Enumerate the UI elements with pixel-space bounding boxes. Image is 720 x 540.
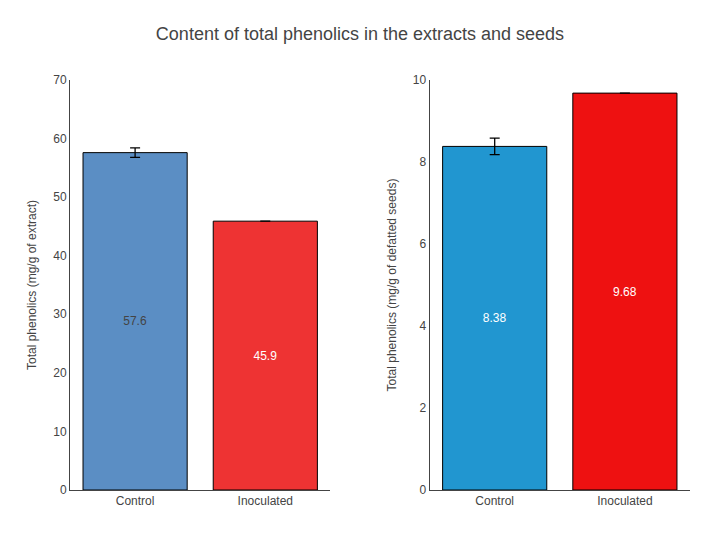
svg-text:8: 8 <box>420 155 427 169</box>
svg-text:Control: Control <box>116 494 155 508</box>
svg-text:Inoculated: Inoculated <box>238 494 293 508</box>
svg-text:0: 0 <box>420 483 427 497</box>
svg-text:Inoculated: Inoculated <box>597 494 652 508</box>
svg-text:30: 30 <box>53 307 67 321</box>
svg-text:10: 10 <box>413 73 427 87</box>
svg-text:45.9: 45.9 <box>253 349 277 363</box>
svg-text:Total phenolics (mg/g of defat: Total phenolics (mg/g of defatted seeds) <box>385 179 399 392</box>
svg-text:57.6: 57.6 <box>123 314 147 328</box>
svg-text:70: 70 <box>53 73 67 87</box>
svg-text:60: 60 <box>53 132 67 146</box>
svg-text:Total phenolics (mg/g of extra: Total phenolics (mg/g of extract) <box>25 200 39 370</box>
svg-text:Content of total phenolics in: Content of total phenolics in the extrac… <box>156 24 564 44</box>
svg-text:10: 10 <box>53 425 67 439</box>
svg-text:9.68: 9.68 <box>613 285 637 299</box>
svg-text:40: 40 <box>53 249 67 263</box>
svg-text:2: 2 <box>420 401 427 415</box>
svg-text:8.38: 8.38 <box>483 311 507 325</box>
svg-text:50: 50 <box>53 190 67 204</box>
svg-text:Control: Control <box>475 494 514 508</box>
svg-text:4: 4 <box>420 319 427 333</box>
svg-text:0: 0 <box>60 483 67 497</box>
svg-text:6: 6 <box>420 237 427 251</box>
svg-text:20: 20 <box>53 366 67 380</box>
